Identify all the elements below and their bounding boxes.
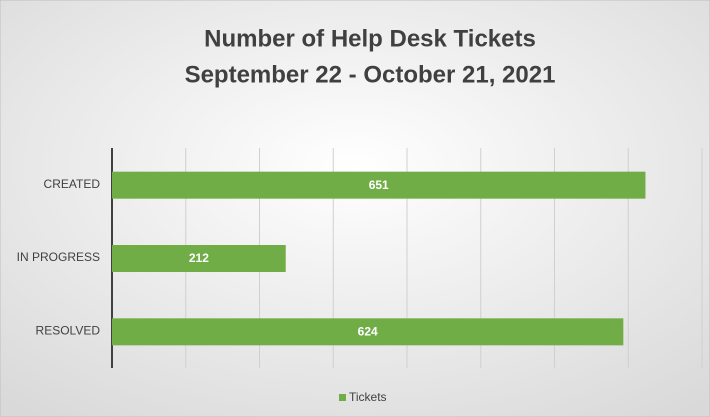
bar bbox=[112, 318, 624, 346]
y-tick-label: CREATED bbox=[44, 177, 101, 191]
data-label: 624 bbox=[358, 325, 378, 339]
data-label: 651 bbox=[369, 178, 389, 192]
legend-label: Tickets bbox=[349, 390, 387, 404]
bar bbox=[112, 171, 646, 199]
chart-subtitle: September 22 - October 21, 2021 bbox=[185, 61, 556, 88]
legend-swatch bbox=[339, 394, 346, 401]
bar bbox=[112, 245, 286, 272]
data-label: 212 bbox=[189, 251, 209, 265]
chart-title: Number of Help Desk Tickets bbox=[204, 25, 536, 52]
y-tick-label: RESOLVED bbox=[36, 324, 101, 338]
y-tick-label: IN PROGRESS bbox=[17, 250, 100, 264]
